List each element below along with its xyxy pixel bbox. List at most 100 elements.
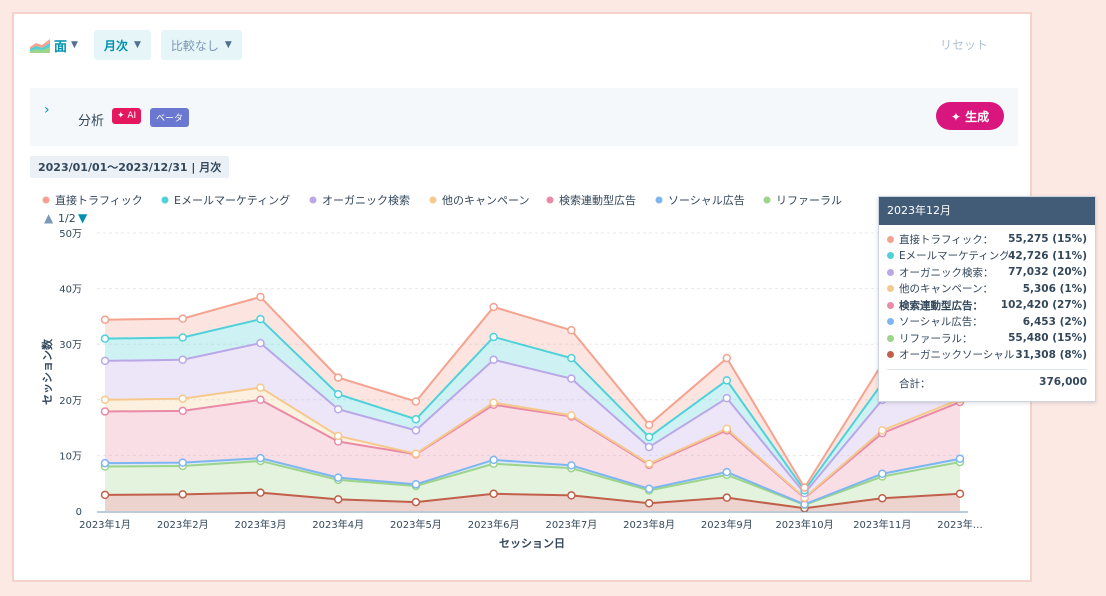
legend-item-organic: オーガニック検索 xyxy=(322,193,410,207)
legend-item-email: Eメールマーケティング xyxy=(174,193,290,207)
line-direct xyxy=(104,295,961,490)
legend-item-paid: 検索連動型広告 xyxy=(559,193,636,207)
tooltip-series-name: オーガニックソーシャル： xyxy=(899,349,1016,362)
point-email xyxy=(333,389,343,399)
legend-prev-icon[interactable]: ▲ xyxy=(44,211,54,225)
area-direct xyxy=(105,296,960,491)
point-direct xyxy=(489,302,498,312)
point-organic xyxy=(256,338,265,348)
point-organic_social xyxy=(567,491,576,500)
tooltip-series-name: Eメールマーケティング： xyxy=(899,250,1009,263)
tooltip-series-name: リファーラル： xyxy=(899,332,973,345)
compare-dropdown[interactable]: 比較なし ▼ xyxy=(160,30,242,60)
legend-marker xyxy=(763,196,771,204)
tooltip-dot xyxy=(887,235,894,243)
point-organic xyxy=(333,405,343,414)
point-social xyxy=(644,484,654,494)
tooltip-series-value: 42,726 (11%) xyxy=(1008,249,1087,262)
tooltip-row-social: ソーシャル広告： 6,453 (2%) xyxy=(887,314,1087,331)
x-tick-label: 2023年8月 xyxy=(623,518,675,531)
expand-chevron-icon[interactable]: › xyxy=(44,102,50,118)
point-email xyxy=(644,432,654,442)
x-tick-label: 2023年9月 xyxy=(701,518,753,531)
x-tick-label: 2023年7月 xyxy=(545,518,597,531)
reset-link[interactable]: リセット xyxy=(939,38,988,52)
axes: 0 10万 20万 30万 40万 50万 2023年1月 2023年2月 2023年3月 202… xyxy=(40,229,983,550)
legend-next-icon[interactable]: ▼ xyxy=(78,211,88,225)
chevron-down-icon: ▼ xyxy=(133,40,141,50)
legend-marker xyxy=(42,196,50,204)
toolbar: 面 ▼ 月次 ▼ 比較なし ▼ xyxy=(30,30,242,60)
point-organic xyxy=(644,442,654,452)
point-email xyxy=(411,415,421,424)
point-organic xyxy=(411,426,421,435)
tooltip-row-organic: オーガニック検索： 77,032 (20%) xyxy=(887,264,1087,281)
point-email xyxy=(256,314,265,324)
beta-badge: ベータ xyxy=(150,108,190,127)
point-other xyxy=(878,426,887,435)
point-other xyxy=(333,431,343,441)
tooltip-dot xyxy=(887,334,894,342)
point-direct xyxy=(178,314,187,323)
tooltip-series-name: 直接トラフィック： xyxy=(899,233,994,246)
line-organic xyxy=(104,342,961,495)
point-organic_social xyxy=(878,493,887,503)
tooltip-series-name: 検索連動型広告： xyxy=(899,299,983,312)
tooltip-series-value: 55,275 (15%) xyxy=(1008,233,1087,246)
line-social xyxy=(104,457,961,506)
point-other xyxy=(411,449,421,458)
series-points xyxy=(100,292,965,513)
point-paid xyxy=(178,406,187,416)
x-tick-label: 2023年5月 xyxy=(390,518,442,531)
generate-button[interactable]: ✦ 生成 xyxy=(936,102,1004,130)
legend-marker xyxy=(161,196,169,204)
point-social xyxy=(333,473,343,482)
legend-marker xyxy=(655,196,663,204)
legend-item-referral: リファーラル xyxy=(776,194,842,207)
insight-title: 分析 xyxy=(78,114,105,129)
x-tick-label: 2023年6月 xyxy=(468,518,520,531)
point-email xyxy=(722,376,732,385)
legend-marker xyxy=(546,196,554,204)
tooltip-dot xyxy=(887,351,894,359)
legend: 直接トラフィック Eメールマーケティング オーガニック検索 他のキャンペーン 検索連動型… xyxy=(42,193,842,225)
point-direct xyxy=(800,483,809,492)
point-organic_social xyxy=(722,493,732,502)
tooltip-row-other: 他のキャンペーン： 5,306 (1%) xyxy=(887,281,1087,298)
legend-page-label: 1/2 xyxy=(58,212,76,225)
x-tick-label: 2023年2月 xyxy=(157,518,209,531)
tooltip-total: 合計： 376,000 xyxy=(887,374,1087,391)
point-social xyxy=(567,461,576,470)
point-organic_social xyxy=(178,490,187,499)
tooltip-row-organic_social: オーガニックソーシャル： 31,308 (8%) xyxy=(887,347,1087,364)
line-email xyxy=(104,318,961,493)
point-other xyxy=(489,398,498,407)
y-axis-title: セッション数 xyxy=(40,338,54,405)
tooltip-title: 2023年12月 xyxy=(879,197,1095,225)
point-organic_social xyxy=(256,488,265,497)
chart-type-label: 面 xyxy=(54,39,68,55)
tooltip-rows: 直接トラフィック： 55,275 (15%) Eメールマーケティング：42,726 … xyxy=(879,225,1095,363)
x-tick-label: 2023年4月 xyxy=(312,518,364,531)
point-organic_social xyxy=(489,489,498,499)
compare-label: 比較なし xyxy=(170,38,219,53)
frequency-dropdown[interactable]: 月次 ▼ xyxy=(93,30,151,60)
x-tick-label: 2023年… xyxy=(937,518,982,531)
chevron-down-icon: ▼ xyxy=(224,40,232,50)
chart-type-dropdown[interactable]: 面 ▼ xyxy=(30,36,84,55)
tooltip-series-value: 6,453 (2%) xyxy=(1022,315,1087,328)
tooltip-series-name: ソーシャル広告： xyxy=(899,316,983,329)
point-social xyxy=(722,467,732,477)
area-referral xyxy=(105,460,960,509)
point-organic xyxy=(489,355,498,365)
tooltip-dot xyxy=(887,285,894,293)
area-chart-icon xyxy=(30,39,50,53)
x-axis-title: セッション日 xyxy=(499,537,565,550)
point-other xyxy=(644,459,654,468)
tooltip-row-direct: 直接トラフィック： 55,275 (15%) xyxy=(887,231,1087,248)
tooltip-series-value: 5,306 (1%) xyxy=(1022,282,1087,295)
point-organic xyxy=(178,355,187,365)
legend-marker xyxy=(309,196,317,204)
legend-item-other: 他のキャンペーン xyxy=(442,194,529,207)
